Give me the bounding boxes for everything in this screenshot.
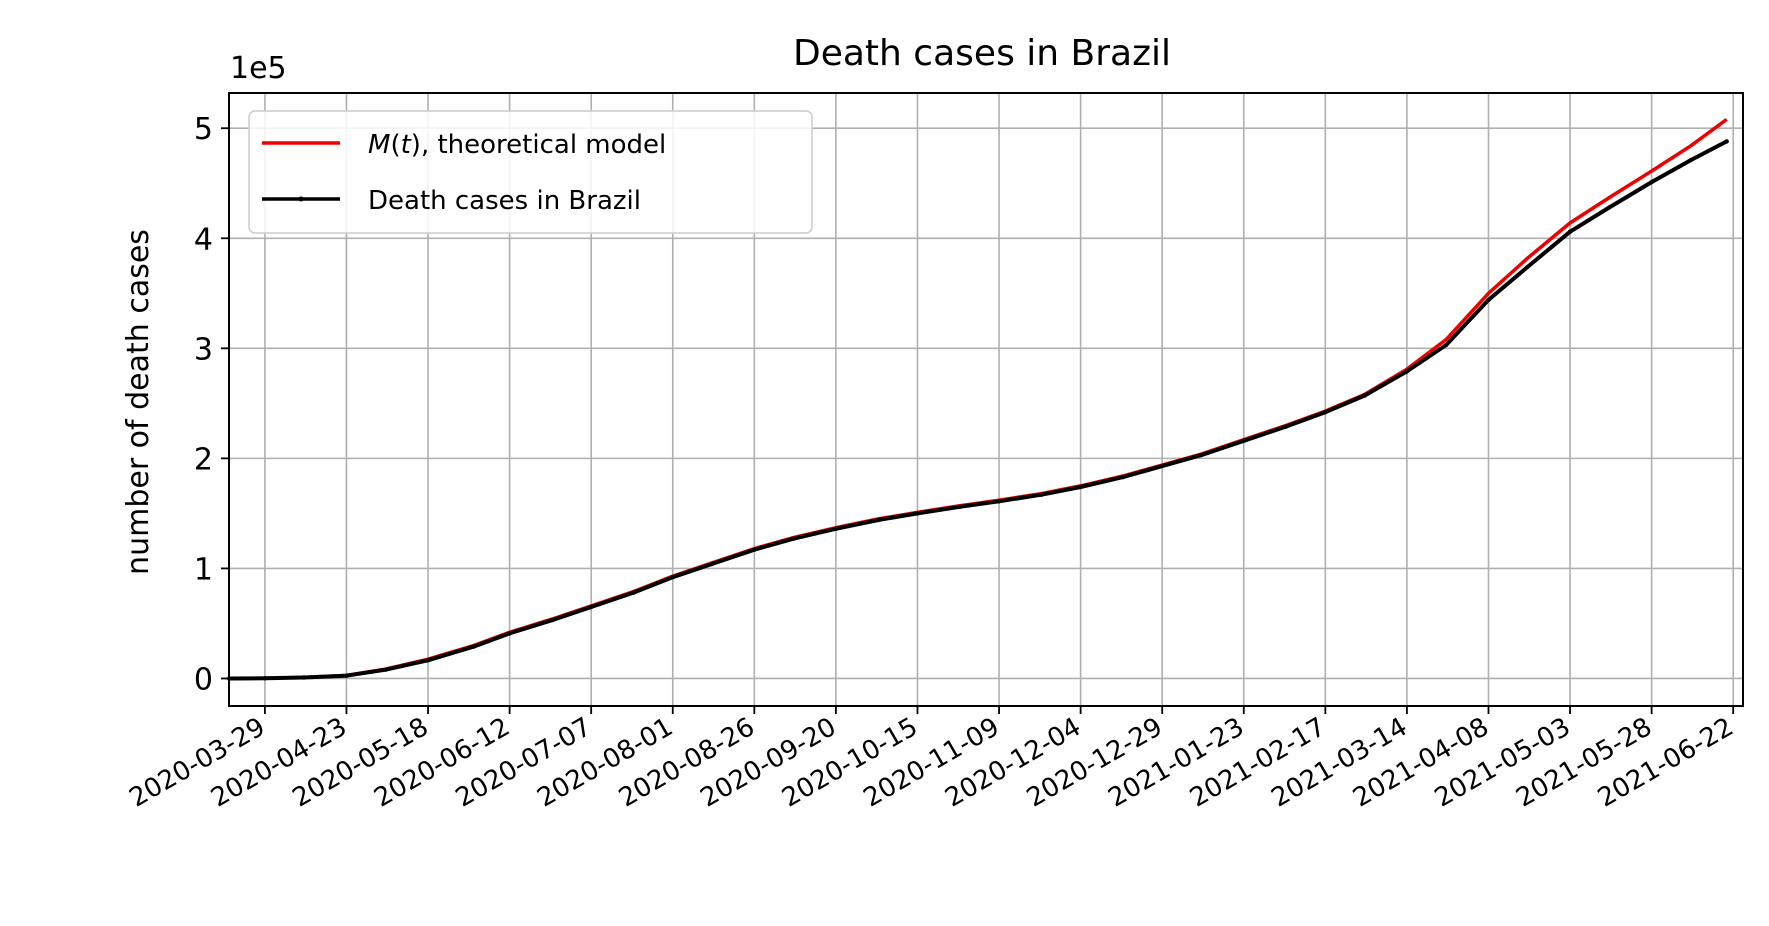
data-point [670, 575, 675, 580]
data-point [996, 499, 1002, 504]
legend-label-model-func: M [368, 130, 390, 160]
chart-title: Death cases in Brazil [793, 33, 1171, 74]
data-point [471, 644, 476, 649]
plot-frame [228, 92, 1744, 707]
y-tick-label: 0 [194, 662, 213, 697]
data-point [383, 667, 388, 672]
legend-label-model-var: t [401, 130, 412, 160]
data-point [1039, 492, 1044, 497]
legend-label-model-suffix: , theoretical model [421, 130, 666, 160]
data-point [791, 536, 796, 541]
legend-marker-deaths [298, 196, 304, 202]
series-line-deaths [228, 139, 1728, 681]
data-point [957, 504, 963, 509]
data-point [1199, 452, 1204, 458]
data-point [1443, 342, 1449, 348]
data-point [1404, 369, 1410, 374]
data-point [1607, 205, 1612, 210]
data-point [1688, 157, 1694, 163]
y-tick-label: 4 [194, 222, 213, 257]
legend: M(t), theoretical model Death cases in B… [248, 110, 813, 234]
data-point [589, 604, 594, 610]
data-point [1120, 474, 1126, 480]
data-point [262, 676, 268, 681]
data-point [1241, 438, 1247, 443]
data-point [876, 517, 881, 523]
data-point [1160, 463, 1165, 469]
y-tick-label: 2 [194, 442, 213, 477]
data-point [1525, 264, 1530, 270]
legend-label-model: M(t), theoretical model [368, 130, 666, 160]
data-point [425, 658, 431, 663]
data-point [507, 631, 512, 636]
data-point [1323, 410, 1328, 415]
data-point [549, 618, 555, 623]
data-point [1486, 297, 1491, 303]
y-tick-label: 1 [194, 552, 213, 587]
legend-label-deaths: Death cases in Brazil [368, 186, 641, 216]
data-point [344, 673, 349, 678]
data-point [1649, 179, 1654, 185]
series-layer [226, 117, 1729, 681]
y-tick-label: 5 [194, 112, 213, 147]
data-point [709, 561, 715, 567]
data-point [1567, 229, 1573, 234]
data-point [1362, 393, 1367, 398]
legend-box [248, 110, 813, 234]
data-point [301, 675, 307, 680]
y-tick-label: 3 [194, 332, 213, 367]
y-offset-label: 1e5 [230, 51, 287, 86]
data-point [631, 590, 636, 595]
data-point [1078, 484, 1083, 490]
y-axis-label: number of death cases [121, 229, 156, 575]
data-point [833, 526, 839, 531]
data-point [1724, 139, 1729, 144]
data-point [1284, 424, 1289, 429]
data-point [752, 547, 757, 552]
data-point [915, 511, 920, 516]
